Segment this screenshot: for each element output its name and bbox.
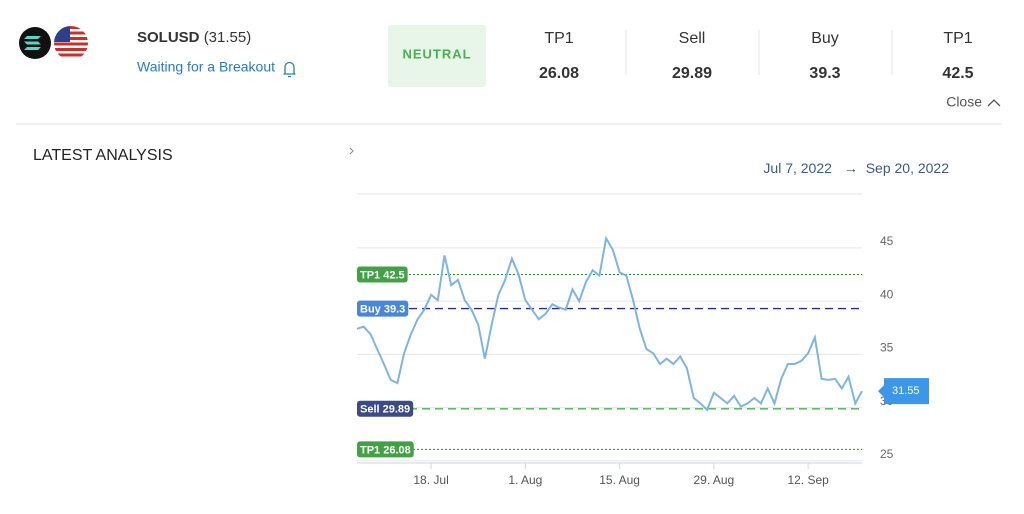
range-arrow: → — [844, 160, 858, 176]
x-tick-label: 15. Aug — [599, 473, 640, 487]
price: (31.55) — [204, 29, 252, 46]
close-button[interactable]: Close — [946, 94, 982, 110]
level-label: TP1 26.08 — [360, 444, 411, 456]
current-price-tag — [878, 378, 929, 405]
symbol: SOLUSD (31.55) — [137, 29, 251, 46]
column-title: TP1 — [943, 30, 972, 47]
signal-box — [388, 25, 486, 87]
expand-arrow[interactable] — [349, 147, 354, 155]
level-label-bg — [357, 400, 414, 417]
price-line — [356, 235, 863, 412]
column-value: 29.89 — [672, 65, 712, 82]
level-label: Sell 29.89 — [360, 404, 410, 416]
sol-icon — [19, 27, 51, 59]
column-title: Sell — [679, 30, 706, 47]
signal: NEUTRAL — [402, 46, 471, 61]
x-tick-label: 29. Aug — [694, 473, 735, 487]
level-label-bg — [357, 266, 408, 283]
column-title: TP1 — [544, 30, 573, 47]
range-from: Jul 7, 2022 — [763, 160, 832, 176]
date-range: Jul 7, 2022 → Sep 20, 2022 — [763, 160, 949, 176]
symbol-name: SOLUSD — [137, 29, 200, 46]
level-label-bg — [357, 441, 414, 458]
level-label: TP1 42.5 — [360, 269, 405, 281]
section-title: LATEST ANALYSIS — [33, 147, 173, 164]
bell-icon[interactable] — [283, 61, 296, 78]
range-to: Sep 20, 2022 — [866, 160, 950, 176]
level-label-bg — [357, 300, 409, 317]
status[interactable]: Waiting for a Breakout — [137, 59, 275, 75]
column-value: 39.3 — [809, 65, 840, 82]
us-flag-icon — [54, 26, 88, 60]
level-label: Buy 39.3 — [360, 304, 405, 316]
y-tick-label: 45 — [880, 234, 894, 248]
x-tick-label: 12. Sep — [787, 473, 829, 487]
y-tick-label: 35 — [880, 341, 894, 355]
chevron-up[interactable] — [987, 99, 1001, 107]
x-tick-label: 18. Jul — [413, 473, 448, 487]
x-tick-label: 1. Aug — [508, 473, 542, 487]
levels-summary: TP1 26.08 Sell 29.89 Buy 39.3 TP1 42.5 — [539, 30, 974, 82]
column-value: 26.08 — [539, 65, 579, 82]
y-tick-label: 40 — [880, 287, 894, 301]
column-title: Buy — [811, 30, 839, 47]
y-tick-label: 25 — [880, 447, 894, 461]
column-value: 42.5 — [942, 65, 973, 82]
current-price-label: 31.55 — [892, 385, 920, 397]
